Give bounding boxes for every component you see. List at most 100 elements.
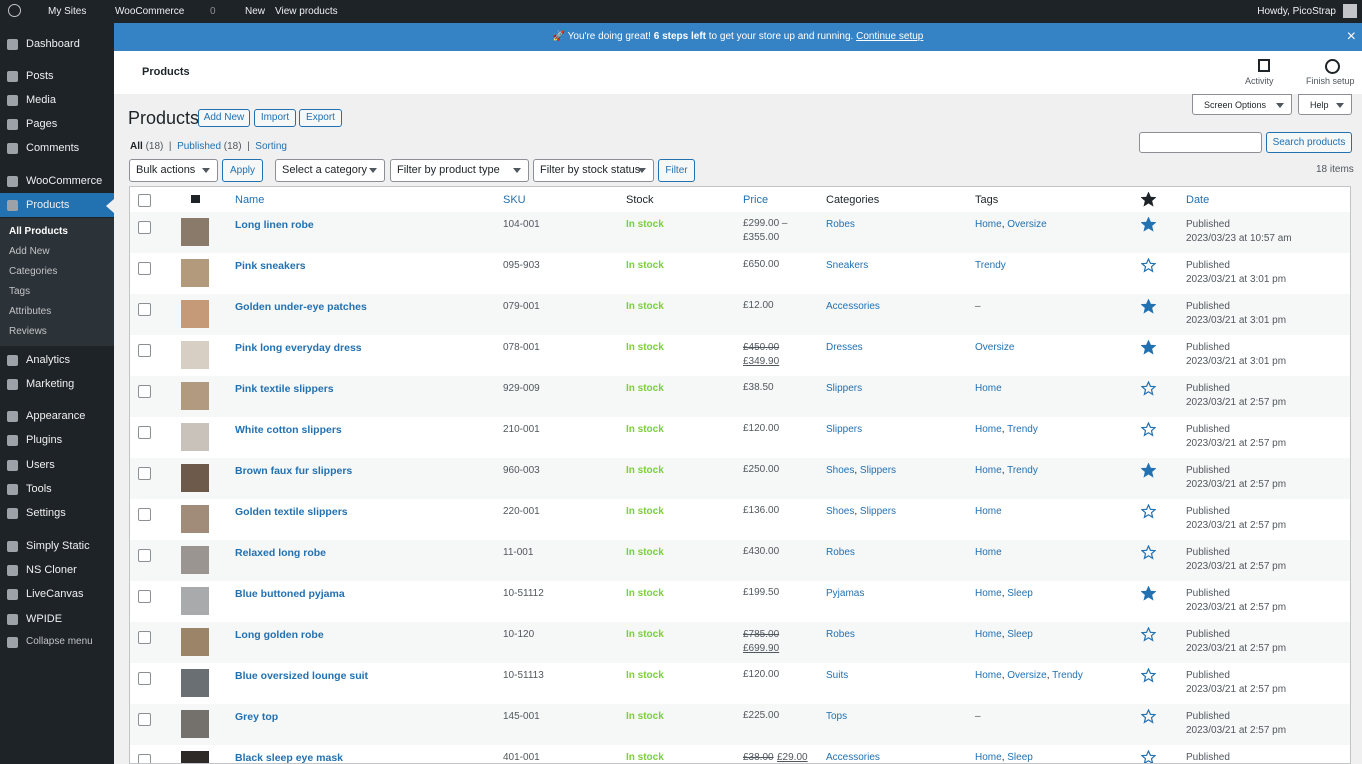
- thumbnail[interactable]: [181, 300, 209, 328]
- column-header[interactable]: SKU: [503, 194, 526, 206]
- bulk-actions[interactable]: Bulk actions: [129, 159, 218, 182]
- export[interactable]: Export: [299, 109, 342, 127]
- menu-item[interactable]: NS Cloner: [0, 558, 114, 582]
- menu-item[interactable]: WooCommerce: [0, 169, 114, 193]
- thumbnail[interactable]: [181, 669, 209, 697]
- menu-item[interactable]: LiveCanvas: [0, 582, 114, 606]
- product-name[interactable]: Long golden robe: [235, 629, 324, 641]
- thumbnail[interactable]: [181, 587, 209, 615]
- tag[interactable]: Home: [975, 670, 1007, 681]
- category[interactable]: Slippers: [826, 424, 863, 435]
- menu-label[interactable]: Appearance: [26, 410, 86, 422]
- search-button[interactable]: Search products: [1266, 132, 1352, 153]
- menu-label[interactable]: Posts: [26, 70, 54, 82]
- tag[interactable]: Home: [975, 547, 1002, 558]
- menu-item[interactable]: Analytics: [0, 348, 114, 372]
- product-name[interactable]: Pink textile slippers: [235, 383, 334, 395]
- menu-item[interactable]: Products: [0, 193, 114, 217]
- featured-star[interactable]: [1141, 668, 1156, 683]
- menu-item[interactable]: Simply Static: [0, 534, 114, 558]
- product-name[interactable]: Black sleep eye mask: [235, 752, 343, 764]
- menu-item[interactable]: Appearance: [0, 404, 114, 428]
- menu-label[interactable]: WooCommerce: [26, 175, 103, 187]
- column-header[interactable]: Name: [235, 194, 265, 206]
- tag[interactable]: Home: [975, 219, 1007, 230]
- view-label[interactable]: All: [130, 141, 143, 152]
- category[interactable]: Shoes: [826, 506, 860, 517]
- tag[interactable]: Home: [975, 424, 1007, 435]
- filter[interactable]: Filter: [658, 159, 695, 182]
- product-name[interactable]: Long linen robe: [235, 219, 314, 231]
- featured-star[interactable]: [1141, 586, 1156, 601]
- menu-label[interactable]: Comments: [26, 142, 80, 154]
- product-name[interactable]: Grey top: [235, 711, 279, 723]
- notice-link[interactable]: Continue setup: [856, 31, 924, 42]
- submenu-item[interactable]: Attributes: [9, 306, 52, 317]
- featured-star[interactable]: [1141, 709, 1156, 724]
- add-new[interactable]: Add New: [198, 109, 250, 127]
- menu-item[interactable]: Comments: [0, 136, 114, 160]
- product-name[interactable]: Pink sneakers: [235, 260, 306, 272]
- menu-item[interactable]: Posts: [0, 64, 114, 88]
- product-name[interactable]: Pink long everyday dress: [235, 342, 362, 354]
- type-filter[interactable]: Filter by product type: [390, 159, 529, 182]
- thumbnail[interactable]: [181, 710, 209, 738]
- thumbnail[interactable]: [181, 218, 209, 246]
- thumbnail[interactable]: [181, 628, 209, 656]
- setup-icon[interactable]: [1325, 59, 1340, 74]
- checkbox[interactable]: [138, 754, 151, 763]
- menu-item[interactable]: Settings: [0, 501, 114, 525]
- checkbox[interactable]: [138, 194, 151, 207]
- submenu-item[interactable]: All Products: [9, 226, 68, 237]
- tag[interactable]: Home: [975, 629, 1007, 640]
- thumbnail[interactable]: [181, 423, 209, 451]
- tag[interactable]: Sleep: [1007, 629, 1033, 640]
- category[interactable]: Accessories: [826, 301, 880, 312]
- category[interactable]: Robes: [826, 547, 855, 558]
- menu-item[interactable]: WPIDE: [0, 607, 114, 631]
- category[interactable]: Sneakers: [826, 260, 869, 271]
- menu-label[interactable]: WPIDE: [26, 613, 63, 625]
- menu-item[interactable]: Pages: [0, 112, 114, 136]
- featured-star[interactable]: [1141, 299, 1156, 314]
- thumbnail[interactable]: [181, 751, 209, 763]
- menu-item[interactable]: Plugins: [0, 428, 114, 452]
- checkbox[interactable]: [138, 631, 151, 644]
- menu-item[interactable]: Tools: [0, 477, 114, 501]
- checkbox[interactable]: [138, 221, 151, 234]
- tag[interactable]: Trendy: [975, 260, 1006, 271]
- featured-star[interactable]: [1141, 217, 1156, 232]
- menu-label[interactable]: Products: [26, 199, 70, 211]
- menu-label[interactable]: Collapse menu: [26, 636, 93, 647]
- tag[interactable]: Oversize: [975, 342, 1015, 353]
- thumbnail[interactable]: [181, 464, 209, 492]
- tag[interactable]: Home: [975, 506, 1002, 517]
- column-header[interactable]: Price: [743, 194, 769, 206]
- admin-bar-item[interactable]: 0: [210, 6, 216, 17]
- menu-label[interactable]: Users: [26, 459, 55, 471]
- thumbnail[interactable]: [181, 259, 209, 287]
- tag[interactable]: Home: [975, 465, 1007, 476]
- category[interactable]: Tops: [826, 711, 848, 722]
- tag[interactable]: Home: [975, 383, 1002, 394]
- admin-bar-item[interactable]: New: [245, 6, 266, 17]
- thumbnail[interactable]: [181, 341, 209, 369]
- featured-star[interactable]: [1141, 627, 1156, 642]
- menu-label[interactable]: Marketing: [26, 378, 75, 390]
- category[interactable]: Accessories: [826, 752, 880, 763]
- category[interactable]: Dresses: [826, 342, 863, 353]
- checkbox[interactable]: [138, 672, 151, 685]
- menu-label[interactable]: Pages: [26, 118, 58, 130]
- product-name[interactable]: Blue oversized lounge suit: [235, 670, 369, 682]
- category[interactable]: Slippers: [859, 506, 897, 517]
- tag[interactable]: Trendy: [1007, 465, 1038, 476]
- menu-label[interactable]: Settings: [26, 507, 66, 519]
- search-input[interactable]: [1139, 132, 1262, 153]
- thumbnail[interactable]: [181, 505, 209, 533]
- category[interactable]: Robes: [826, 219, 855, 230]
- menu-item[interactable]: Collapse menu: [0, 630, 114, 654]
- category[interactable]: Pyjamas: [826, 588, 865, 599]
- screen-options[interactable]: Screen Options: [1192, 94, 1292, 115]
- product-name[interactable]: Relaxed long robe: [235, 547, 327, 559]
- activity-icon[interactable]: [1258, 59, 1270, 72]
